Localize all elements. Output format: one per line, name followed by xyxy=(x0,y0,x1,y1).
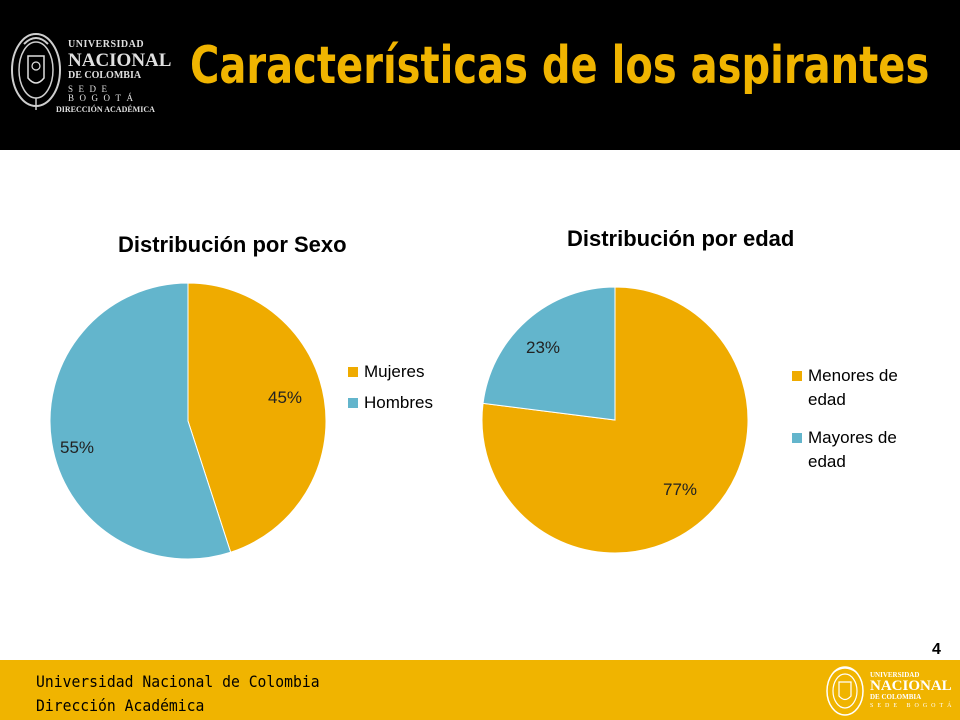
logo-line: DE COLOMBIA xyxy=(870,693,922,701)
footer-department: Dirección Académica xyxy=(36,696,205,715)
footer-university: Universidad Nacional de Colombia xyxy=(36,672,320,691)
logo-line: NACIONAL xyxy=(68,50,172,71)
pie-slice-mujeres xyxy=(187,282,327,553)
legend: Mujeres Hombres xyxy=(348,360,433,422)
logo-line: NACIONAL xyxy=(870,678,952,694)
legend-item: Menores de edad xyxy=(792,364,932,412)
legend-item: Mujeres xyxy=(348,360,433,384)
coat-of-arms-icon xyxy=(826,666,864,716)
legend-swatch xyxy=(792,371,802,381)
page-number: 4 xyxy=(932,641,941,658)
data-label: 45% xyxy=(268,388,303,407)
pie-slice-hombres xyxy=(49,282,232,560)
pie-chart-sexo xyxy=(49,282,327,560)
legend-swatch xyxy=(348,398,358,408)
legend-label: Mujeres xyxy=(364,362,425,381)
charts-area: Distribución por Sexo 45% 55% Mujeres Ho… xyxy=(0,150,960,660)
university-logo: UNIVERSIDAD NACIONAL DE COLOMBIA SEDE BO… xyxy=(6,26,186,118)
pie-chart-edad xyxy=(481,286,749,554)
logo-line: DIRECCIÓN ACADÉMICA xyxy=(56,105,155,114)
legend-swatch xyxy=(348,367,358,377)
logo-line: UNIVERSIDAD xyxy=(870,671,920,679)
logo-line: DE COLOMBIA xyxy=(68,70,142,81)
logo-line: UNIVERSIDAD xyxy=(68,39,145,50)
page-title: Características de los aspirantes xyxy=(190,36,930,96)
footer-logo-wordmark: UNIVERSIDAD NACIONAL DE COLOMBIA SEDE BO… xyxy=(870,671,956,710)
legend-item: Hombres xyxy=(348,391,433,415)
legend-swatch xyxy=(792,433,802,443)
data-label: 77% xyxy=(663,480,698,499)
pie-slice-mayores-de-edad xyxy=(482,286,616,421)
legend-item: Mayores de edad xyxy=(792,426,932,474)
logo-line: SEDE BOGOTÁ xyxy=(68,84,139,103)
data-label: 23% xyxy=(526,338,561,357)
slide-header: UNIVERSIDAD NACIONAL DE COLOMBIA SEDE BO… xyxy=(0,0,960,150)
slide-footer: Universidad Nacional de Colombia Direcci… xyxy=(0,660,960,720)
legend-label: Mayores de edad xyxy=(808,428,897,471)
coat-of-arms-icon xyxy=(11,33,61,110)
legend-label: Menores de edad xyxy=(808,366,898,409)
footer-logo: UNIVERSIDAD NACIONAL DE COLOMBIA SEDE BO… xyxy=(822,664,958,718)
legend-label: Hombres xyxy=(364,393,433,412)
chart-title: Distribución por edad xyxy=(567,226,795,251)
data-label: 55% xyxy=(60,438,95,457)
logo-wordmark: UNIVERSIDAD NACIONAL DE COLOMBIA SEDE BO… xyxy=(56,39,186,114)
chart-title: Distribución por Sexo xyxy=(118,232,347,257)
legend: Menores de edad Mayores de edad xyxy=(792,364,932,481)
logo-line: SEDE BOGOTÁ xyxy=(870,703,956,709)
